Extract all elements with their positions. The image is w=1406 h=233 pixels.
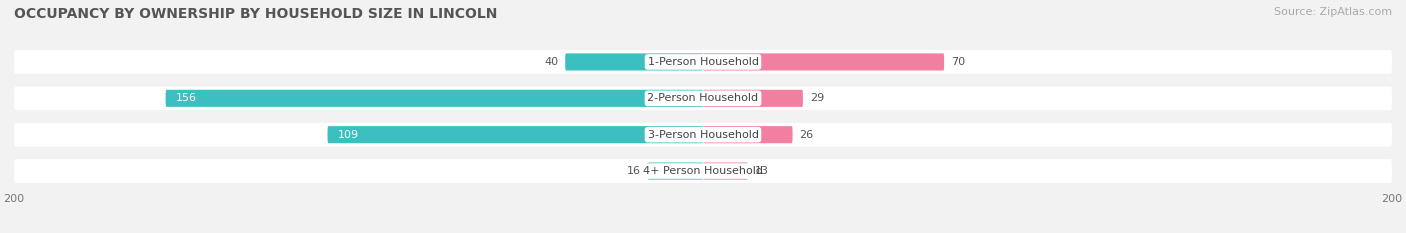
FancyBboxPatch shape [648,162,703,180]
Text: 13: 13 [755,166,769,176]
Text: 26: 26 [800,130,814,140]
Text: 2-Person Household: 2-Person Household [647,93,759,103]
FancyBboxPatch shape [14,86,1392,110]
FancyBboxPatch shape [565,53,703,71]
FancyBboxPatch shape [14,50,1392,74]
FancyBboxPatch shape [703,53,945,71]
FancyBboxPatch shape [14,123,1392,147]
FancyBboxPatch shape [328,126,703,143]
Text: 1-Person Household: 1-Person Household [648,57,758,67]
Text: 3-Person Household: 3-Person Household [648,130,758,140]
FancyBboxPatch shape [703,162,748,180]
Text: Source: ZipAtlas.com: Source: ZipAtlas.com [1274,7,1392,17]
FancyBboxPatch shape [703,90,803,107]
Text: 70: 70 [950,57,965,67]
Text: 29: 29 [810,93,824,103]
Text: OCCUPANCY BY OWNERSHIP BY HOUSEHOLD SIZE IN LINCOLN: OCCUPANCY BY OWNERSHIP BY HOUSEHOLD SIZE… [14,7,498,21]
Text: 156: 156 [176,93,197,103]
Text: 40: 40 [544,57,558,67]
FancyBboxPatch shape [703,126,793,143]
Text: 109: 109 [337,130,359,140]
FancyBboxPatch shape [166,90,703,107]
Text: 16: 16 [627,166,641,176]
Text: 4+ Person Household: 4+ Person Household [643,166,763,176]
FancyBboxPatch shape [14,159,1392,183]
